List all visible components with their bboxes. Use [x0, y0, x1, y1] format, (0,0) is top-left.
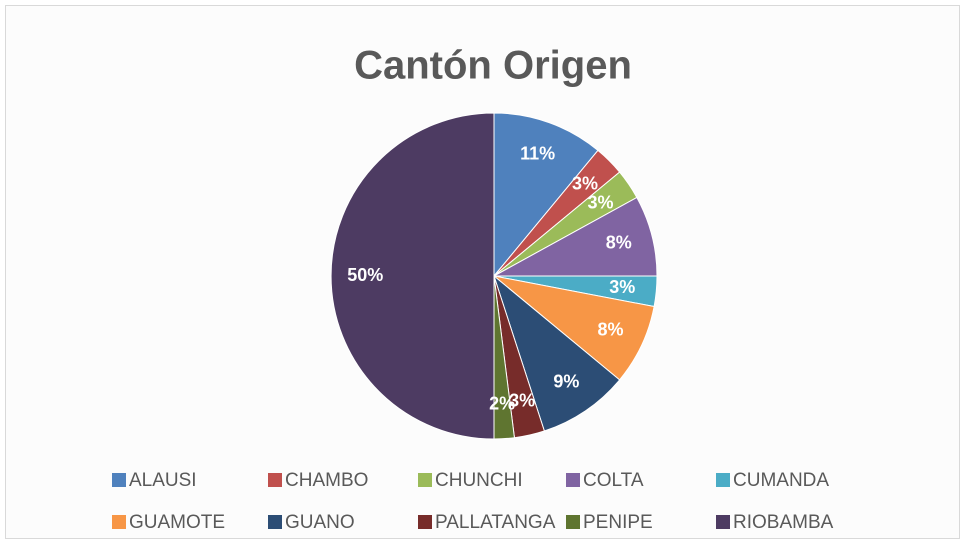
data-label: 3% [587, 192, 613, 212]
legend-swatch [418, 473, 432, 487]
legend-swatch [112, 515, 126, 529]
legend-swatch [268, 515, 282, 529]
legend-label: COLTA [583, 470, 644, 491]
legend-label: CUMANDA [733, 470, 829, 491]
pie-slice [492, 274, 621, 432]
legend-label: RIOBAMBA [733, 512, 834, 533]
legend-label: CHAMBO [285, 470, 368, 491]
data-label: 3% [609, 277, 635, 297]
chart-title: Cantón Origen [354, 44, 632, 88]
data-label: 3% [509, 390, 535, 410]
legend-label: PENIPE [583, 512, 653, 533]
legend-label: GUANO [285, 512, 355, 533]
legend-swatch [566, 473, 580, 487]
legend-swatch [716, 515, 730, 529]
data-label: 11% [520, 144, 555, 164]
data-label: 3% [572, 174, 598, 194]
data-label: 8% [606, 233, 632, 253]
data-label: 9% [553, 371, 579, 391]
data-label: 8% [598, 320, 624, 340]
data-label: 2% [489, 393, 515, 413]
legend-swatch [716, 473, 730, 487]
legend-label: PALLATANGA [435, 512, 556, 533]
data-label: 50% [347, 265, 383, 285]
legend-label: ALAUSI [129, 470, 197, 491]
legend-swatch [268, 473, 282, 487]
legend-swatch [566, 515, 580, 529]
legend-label: GUAMOTE [129, 512, 225, 533]
legend-swatch [112, 473, 126, 487]
pie-slice [493, 112, 599, 278]
pie-slice [330, 112, 495, 440]
legend-swatch [418, 515, 432, 529]
legend-label: CHUNCHI [435, 470, 523, 491]
